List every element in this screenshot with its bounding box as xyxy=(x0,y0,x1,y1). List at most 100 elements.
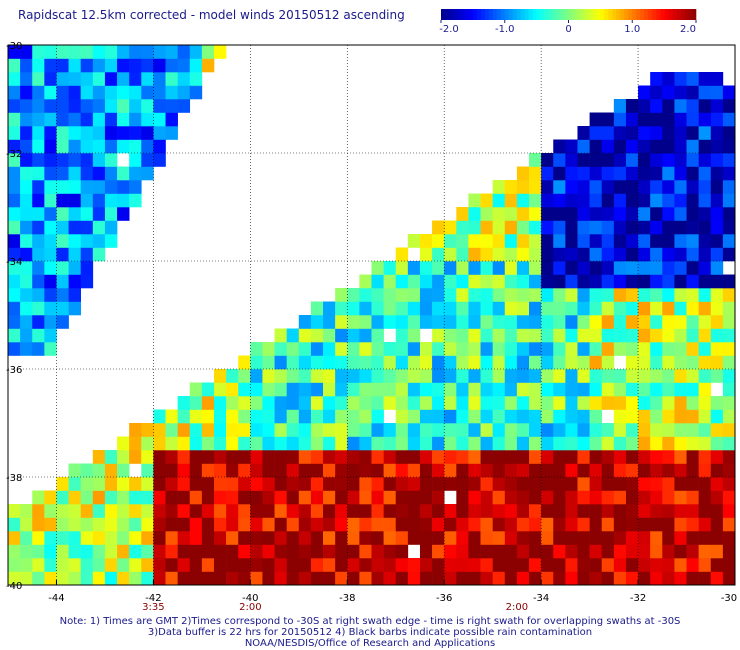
heatmap-cell xyxy=(492,274,506,289)
heatmap-cell xyxy=(432,423,445,437)
heatmap-cell xyxy=(80,220,94,235)
y-tick-label: -32 xyxy=(6,149,22,160)
heatmap-cell xyxy=(468,301,481,316)
heatmap-cell xyxy=(686,517,699,532)
heatmap-plot: -44 -42 -40 -38 -36 -34 -32 -30 -30-32-34-36-38… xyxy=(6,41,737,612)
heatmap-cell xyxy=(274,355,287,370)
heatmap-cell xyxy=(589,436,603,451)
heatmap-cell xyxy=(553,477,566,491)
heatmap-cell xyxy=(613,180,627,194)
colorbar-segment xyxy=(632,9,637,20)
heatmap-cell xyxy=(189,58,203,73)
heatmap-cell xyxy=(44,153,57,167)
heatmap-cell xyxy=(262,571,275,586)
heatmap-cell xyxy=(565,193,578,208)
heatmap-cell xyxy=(165,558,178,572)
heatmap-cell xyxy=(710,247,724,262)
heatmap-cell xyxy=(141,99,154,113)
heatmap-cell xyxy=(662,382,675,397)
y-tick-label: -38 xyxy=(6,473,22,484)
x-tick-label: -30 xyxy=(721,593,737,604)
heatmap-cell xyxy=(129,544,142,559)
heatmap-cell xyxy=(117,166,130,181)
heatmap-cell xyxy=(153,153,166,167)
heatmap-cell xyxy=(68,247,81,262)
heatmap-cell xyxy=(432,301,445,316)
heatmap-cell xyxy=(323,558,336,572)
heatmap-cell xyxy=(153,409,166,424)
heatmap-cell xyxy=(650,544,663,559)
heatmap-cell xyxy=(32,220,45,235)
heatmap-cell xyxy=(32,274,45,289)
heatmap-cell xyxy=(601,342,615,356)
heatmap-cell xyxy=(432,220,445,235)
heatmap-cell xyxy=(250,450,263,464)
heatmap-cell xyxy=(650,450,663,464)
heatmap-cell xyxy=(638,112,651,127)
heatmap-cell xyxy=(650,436,663,451)
heatmap-cell xyxy=(650,315,663,329)
heatmap-cell xyxy=(238,423,251,437)
heatmap-cell xyxy=(104,193,118,208)
heatmap-cell xyxy=(432,531,445,545)
heatmap-cell xyxy=(710,274,724,289)
heatmap-cell xyxy=(504,436,518,451)
heatmap-cell xyxy=(432,463,445,478)
colorbar-segment xyxy=(680,9,685,20)
heatmap-cell xyxy=(335,504,348,518)
heatmap-cell xyxy=(226,382,239,397)
heatmap-cell xyxy=(662,490,675,505)
heatmap-cell xyxy=(359,355,372,370)
heatmap-cell xyxy=(529,234,542,248)
heatmap-cell xyxy=(553,531,566,545)
heatmap-cell xyxy=(189,558,203,572)
heatmap-cell xyxy=(638,369,651,383)
heatmap-cell xyxy=(565,490,578,505)
heatmap-cell xyxy=(444,504,457,518)
heatmap-cell xyxy=(541,166,554,181)
heatmap-cell xyxy=(698,558,712,572)
heatmap-cell xyxy=(407,355,421,370)
heatmap-cell xyxy=(504,571,518,586)
heatmap-cell xyxy=(177,531,191,545)
heatmap-cell xyxy=(141,463,154,478)
heatmap-cell xyxy=(335,436,348,451)
heatmap-cell xyxy=(698,423,712,437)
heatmap-cell xyxy=(8,139,21,154)
heatmap-cell xyxy=(117,436,130,451)
heatmap-cell xyxy=(456,517,469,532)
heatmap-cell xyxy=(141,423,154,437)
heatmap-cell xyxy=(44,315,57,329)
heatmap-cell xyxy=(589,382,603,397)
heatmap-cell xyxy=(189,396,203,410)
heatmap-cell xyxy=(625,396,639,410)
heatmap-cell xyxy=(504,463,518,478)
heatmap-cell xyxy=(44,193,57,208)
heatmap-cell xyxy=(177,99,191,113)
heatmap-cell xyxy=(722,504,736,518)
heatmap-cell xyxy=(686,504,699,518)
heatmap-cell xyxy=(177,571,191,586)
heatmap-cell xyxy=(335,288,348,302)
heatmap-cell xyxy=(56,58,69,73)
heatmap-cell xyxy=(419,355,433,370)
heatmap-cell xyxy=(650,126,663,140)
heatmap-cell xyxy=(722,220,736,235)
chart-title: Rapidscat 12.5km corrected - model winds… xyxy=(18,8,405,22)
heatmap-cell xyxy=(189,450,203,464)
heatmap-cell xyxy=(323,315,336,329)
heatmap-cell xyxy=(686,315,699,329)
heatmap-cell xyxy=(722,166,736,181)
heatmap-cell xyxy=(20,301,33,316)
heatmap-cell xyxy=(710,490,724,505)
heatmap-cell xyxy=(129,477,142,491)
heatmap-cell xyxy=(20,247,33,262)
heatmap-cell xyxy=(577,180,590,194)
heatmap-cell xyxy=(383,490,397,505)
heatmap-cell xyxy=(371,261,384,275)
heatmap-cell xyxy=(32,328,45,343)
heatmap-cell xyxy=(516,369,530,383)
heatmap-cell xyxy=(589,328,603,343)
heatmap-cell xyxy=(310,436,324,451)
heatmap-cell xyxy=(310,342,324,356)
